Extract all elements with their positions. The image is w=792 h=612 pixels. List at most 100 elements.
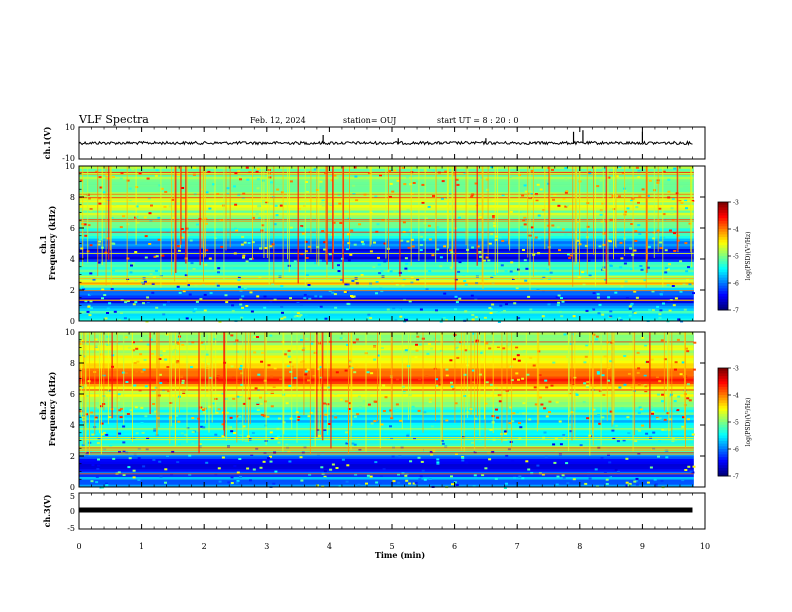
spec-cell bbox=[112, 175, 115, 178]
spec-cell bbox=[541, 290, 545, 293]
spec-cell bbox=[112, 457, 116, 460]
spec-row bbox=[79, 292, 694, 296]
spec-sferic bbox=[297, 166, 299, 284]
spec-cell bbox=[440, 262, 444, 265]
spec-cell bbox=[97, 406, 100, 409]
spec-cell bbox=[240, 364, 244, 367]
spec-cell bbox=[99, 186, 103, 189]
spec-cell bbox=[238, 458, 242, 460]
spec-cell bbox=[464, 283, 468, 286]
spec-cell bbox=[602, 232, 606, 235]
spec-sferic bbox=[261, 166, 263, 250]
spec-cell bbox=[505, 454, 509, 457]
spec-cell bbox=[274, 204, 278, 207]
spec-cell bbox=[496, 346, 500, 348]
spec-cell bbox=[167, 390, 171, 393]
spec-cell bbox=[648, 308, 652, 311]
spec-cell bbox=[140, 370, 144, 373]
spec-sferic bbox=[80, 332, 82, 418]
spec-row bbox=[79, 409, 694, 413]
spec-cell bbox=[255, 170, 259, 173]
spec-cell bbox=[584, 482, 588, 485]
spec-cell bbox=[494, 477, 498, 480]
spec-cell bbox=[607, 474, 611, 477]
spec-cell bbox=[541, 315, 545, 318]
spec-sferic bbox=[476, 166, 478, 266]
spec-cell bbox=[296, 419, 300, 421]
colorbar-step bbox=[718, 386, 728, 390]
spec-cell bbox=[476, 245, 480, 248]
spec-row bbox=[79, 290, 694, 293]
spec-cell bbox=[165, 333, 169, 336]
spec-cell bbox=[637, 201, 640, 204]
spec-cell bbox=[635, 479, 639, 482]
spec-cell bbox=[671, 197, 675, 200]
spec-cell bbox=[685, 270, 689, 273]
spec-cell bbox=[409, 460, 413, 463]
spec-cell bbox=[274, 470, 278, 473]
spec-cell bbox=[287, 349, 291, 352]
colorbar-step bbox=[718, 299, 728, 303]
spec-cell bbox=[205, 353, 209, 356]
spec-cell bbox=[318, 259, 322, 262]
spec-cell bbox=[340, 278, 344, 281]
spec-cell bbox=[423, 478, 427, 481]
spec-narrowband bbox=[79, 376, 694, 378]
spec-cell bbox=[505, 482, 508, 485]
spec-cell bbox=[145, 170, 149, 173]
spec-cell bbox=[209, 292, 213, 295]
spec-cell bbox=[626, 416, 630, 419]
spec-row bbox=[79, 269, 694, 273]
spec-row bbox=[79, 282, 694, 286]
spec-cell bbox=[490, 276, 494, 279]
spec-cell bbox=[601, 374, 605, 377]
spec-sferic bbox=[282, 332, 284, 452]
spec-cell bbox=[208, 405, 212, 408]
spec-cell bbox=[135, 370, 139, 373]
spec-cell bbox=[360, 240, 364, 243]
spec-cell bbox=[272, 482, 276, 485]
spec-cell bbox=[263, 306, 267, 309]
spec-sferic bbox=[282, 166, 284, 279]
spec-cell bbox=[358, 406, 362, 409]
spec-cell bbox=[377, 354, 380, 357]
spec-cell bbox=[304, 234, 308, 237]
spec-cell bbox=[316, 453, 320, 456]
spec-cell bbox=[303, 204, 306, 207]
spec-cell bbox=[436, 226, 440, 229]
colorbar-step bbox=[718, 237, 728, 241]
spec-cell bbox=[504, 334, 508, 337]
spec-cell bbox=[661, 428, 665, 431]
spec-cell bbox=[560, 315, 564, 318]
spec-cell bbox=[130, 264, 133, 267]
spec-sferic bbox=[201, 166, 203, 248]
spec-ytick-label: 2 bbox=[70, 452, 75, 461]
spec-row bbox=[79, 259, 694, 262]
spec-sferic bbox=[223, 166, 225, 281]
spec-cell bbox=[562, 198, 566, 200]
spec-row bbox=[79, 417, 694, 421]
spec-sferic bbox=[435, 166, 437, 250]
spec-cell bbox=[525, 460, 529, 463]
spec-cell bbox=[530, 169, 534, 172]
spec-sferic bbox=[309, 332, 311, 455]
spec-cell bbox=[598, 390, 602, 393]
spec-cell bbox=[280, 317, 284, 320]
spec-cell bbox=[526, 373, 530, 376]
spec-cell bbox=[221, 392, 225, 395]
spec-cell bbox=[344, 369, 348, 372]
spec-cell bbox=[259, 466, 263, 469]
spec-cell bbox=[81, 286, 84, 289]
ch1-waveform-panel: 10 -10 ch.1(V) bbox=[42, 123, 706, 163]
spec-cell bbox=[83, 355, 87, 358]
spec-cell bbox=[381, 319, 385, 322]
spec-cell bbox=[551, 224, 555, 227]
spec-cell bbox=[297, 416, 301, 418]
spec-cell bbox=[138, 172, 142, 175]
spec-cell bbox=[445, 368, 449, 371]
spec-cell bbox=[105, 229, 109, 232]
spec-cell bbox=[295, 315, 299, 317]
spec-cell bbox=[395, 283, 399, 286]
spec-ytick-label: 10 bbox=[65, 162, 75, 171]
